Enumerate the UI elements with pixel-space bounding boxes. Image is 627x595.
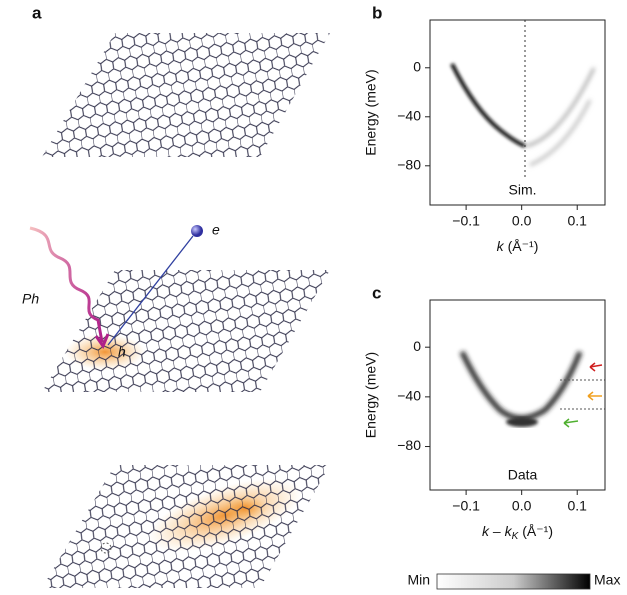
x-axis-label-sub: K <box>512 531 520 542</box>
y-tick-label: −80 <box>397 156 421 172</box>
y-tick-label: 0 <box>413 58 421 74</box>
band-image <box>450 20 596 180</box>
y-tick-label: −80 <box>397 437 421 453</box>
x-tick-label: 0.0 <box>512 213 532 229</box>
origin-mark <box>100 542 112 554</box>
panel-label: b <box>372 3 382 22</box>
x-axis-label-units: (Å⁻¹) <box>508 238 539 254</box>
x-tick-label: 0.0 <box>512 498 532 514</box>
panel-label: c <box>372 283 381 302</box>
lattice <box>42 270 330 392</box>
x-tick-label: 0.1 <box>567 213 587 229</box>
y-tick-label: 0 <box>413 338 421 354</box>
y-axis-label: Energy (meV) <box>363 352 379 438</box>
plot-frame <box>429 19 606 206</box>
x-axis-label-main: k <box>497 238 505 254</box>
band-image <box>459 350 605 428</box>
x-axis-label-main: k – k <box>482 523 513 539</box>
y-tick-label: −40 <box>397 388 421 404</box>
annotation: Data <box>508 467 538 483</box>
colorbar-max: Max <box>594 572 620 588</box>
y-tick-label: −40 <box>397 107 421 123</box>
lattice <box>42 33 330 157</box>
hole-label: h <box>118 344 126 360</box>
colorbar-min: Min <box>407 572 430 588</box>
annotation: Sim. <box>509 182 537 198</box>
photon-label: Ph <box>22 291 39 307</box>
x-tick-label: 0.1 <box>567 498 587 514</box>
electron-arrow <box>107 235 194 346</box>
plot-frame <box>429 299 606 491</box>
photon-wave <box>29 226 104 343</box>
electron-label: e <box>212 222 220 238</box>
lattice <box>42 465 330 588</box>
x-axis-label-units: (Å⁻¹) <box>522 523 553 539</box>
y-axis-label: Energy (meV) <box>363 69 379 155</box>
x-axis-label: k (Å⁻¹) <box>497 238 539 254</box>
electron <box>191 225 203 237</box>
x-axis-label: k – kK (Å⁻¹) <box>482 523 553 542</box>
panel-label: a <box>32 3 42 22</box>
x-tick-label: −0.1 <box>452 498 480 514</box>
x-tick-label: −0.1 <box>452 213 480 229</box>
colorbar <box>436 573 591 590</box>
photon-arrowhead <box>94 333 110 350</box>
